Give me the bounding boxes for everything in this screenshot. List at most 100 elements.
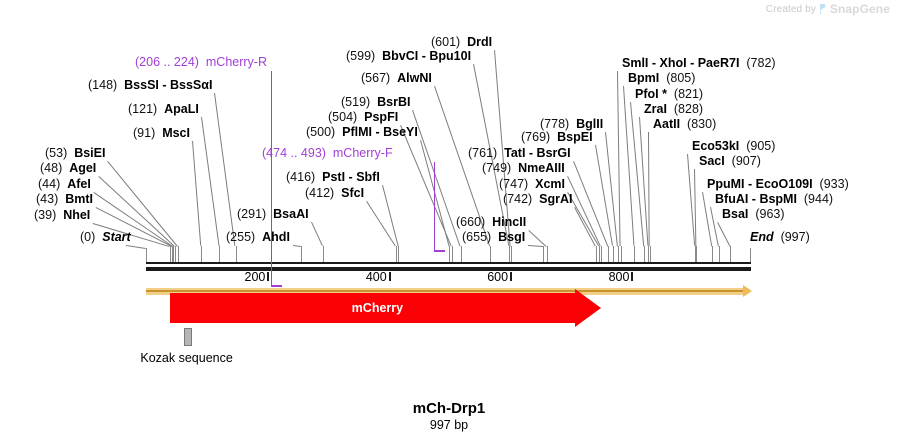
enzyme-cut-mark [596, 246, 598, 262]
enzyme-label: (48) AgeI [40, 161, 97, 175]
enzyme-label: (148) BssSI - BssSαI [88, 78, 213, 92]
kozak-feature-label: Kozak sequence [140, 351, 233, 365]
enzyme-cut-mark [600, 246, 602, 262]
enzyme-label: (747) XcmI [499, 177, 566, 191]
snapgene-watermark: Created by SnapGene [766, 2, 890, 16]
enzyme-label: (121) ApaLI [128, 102, 199, 116]
page-title: mCh-Drp1 [412, 400, 486, 417]
axis-tick-label: 800 [608, 270, 630, 284]
enzyme-cut-mark [648, 246, 650, 262]
enzyme-label: (91) MscI [133, 126, 190, 140]
primer-label: (474 .. 493) mCherry-F [262, 146, 393, 160]
enzyme-label: (742) SgrAI [503, 192, 573, 206]
enzyme-cut-mark [398, 246, 400, 262]
enzyme-label: Eco53kI (905) [692, 139, 776, 153]
enzyme-label: BsaI (963) [722, 207, 785, 221]
enzyme-cut-mark [607, 246, 609, 262]
primer-label: (206 .. 224) mCherry-R [135, 55, 267, 69]
axis-tick [510, 272, 513, 281]
axis-tick [267, 272, 270, 281]
enzyme-cut-mark [730, 246, 732, 262]
enzyme-label: (504) PspFI [328, 110, 399, 124]
enzyme-cut-mark [695, 246, 697, 262]
axis-tick [631, 272, 634, 281]
enzyme-label: (53) BsiEI [45, 146, 106, 160]
enzyme-cut-mark [620, 246, 622, 262]
enzyme-cut-mark [219, 246, 221, 262]
enzyme-label: PpuMI - EcoO109I (933) [707, 177, 849, 191]
enzyme-cut-mark [169, 246, 171, 262]
enzyme-label: BfuAI - BspMI (944) [715, 192, 834, 206]
endpoint-label-start: (0) Start [80, 230, 131, 244]
enzyme-label: (778) BglII [540, 117, 604, 131]
enzyme-label: (500) PflMI - BseYI [306, 125, 418, 139]
backbone-line-bottom [146, 267, 751, 271]
primer-arrow [433, 250, 446, 252]
gene-arrow-label: mCherry [351, 301, 404, 315]
enzyme-label: (39) NheI [34, 208, 91, 222]
enzyme-cut-mark [634, 246, 636, 262]
enzyme-label: (416) PstI - SbfI [286, 170, 380, 184]
origin-arrow-line [146, 290, 743, 292]
backbone-end-cap [750, 248, 751, 262]
axis-tick-label: 600 [487, 270, 509, 284]
enzyme-cut-mark [712, 246, 714, 262]
enzyme-label: AatII (830) [653, 117, 717, 131]
enzyme-label: (291) BsaAI [237, 207, 309, 221]
enzyme-label: (255) AhdI [226, 230, 290, 244]
origin-arrow-head [743, 285, 752, 297]
snapgene-logo-icon [819, 4, 826, 14]
enzyme-label: (567) AlwNI [361, 71, 432, 85]
enzyme-label: (599) BbvCI - Bpu10I [346, 49, 472, 63]
enzyme-cut-mark [546, 246, 548, 262]
enzyme-cut-mark [322, 246, 324, 262]
enzyme-cut-mark [235, 246, 237, 262]
enzyme-cut-mark [449, 246, 451, 262]
primer-stem [271, 71, 272, 286]
enzyme-cut-mark [460, 246, 462, 262]
enzyme-label: (761) TatI - BsrGI [468, 146, 571, 160]
endpoint-label-end: End (997) [750, 230, 810, 244]
enzyme-cut-mark [490, 246, 492, 262]
enzyme-cut-mark [300, 246, 302, 262]
enzyme-label: (749) NmeAIII [482, 161, 565, 175]
enzyme-label: (519) BsrBI [341, 95, 411, 109]
enzyme-cut-mark [172, 246, 174, 262]
enzyme-label: SmlI - XhoI - PaeR7I (782) [622, 56, 776, 70]
watermark-brand: SnapGene [829, 2, 890, 16]
backbone-start-cap [146, 248, 147, 262]
enzyme-cut-mark [543, 246, 545, 262]
enzyme-cut-mark [618, 246, 620, 262]
gene-arrow-body[interactable] [169, 293, 576, 323]
enzyme-cut-mark [644, 246, 646, 262]
enzyme-label: (769) BspEI [521, 130, 593, 144]
watermark-prefix: Created by [765, 3, 816, 15]
backbone-line-top [146, 262, 751, 264]
enzyme-label: (601) DrdI [431, 35, 493, 49]
enzyme-cut-mark [649, 246, 651, 262]
axis-tick [388, 272, 391, 281]
enzyme-cut-mark [172, 246, 174, 262]
primer-arrow [271, 285, 282, 287]
gene-arrow-head[interactable] [575, 289, 602, 327]
enzyme-label: PfoI * (821) [635, 87, 704, 101]
enzyme-label: (412) SfcI [305, 186, 365, 200]
enzyme-cut-mark [612, 246, 614, 262]
kozak-feature-box[interactable] [183, 328, 192, 346]
enzyme-label: (43) BmtI [36, 192, 93, 206]
enzyme-cut-mark [509, 246, 511, 262]
enzyme-cut-mark [396, 246, 397, 262]
enzyme-cut-mark [451, 246, 453, 262]
enzyme-cut-mark [599, 246, 601, 262]
enzyme-label: BpmI (805) [628, 71, 696, 85]
axis-tick-label: 400 [365, 270, 387, 284]
enzyme-cut-mark [175, 246, 177, 262]
enzyme-label: ZraI (828) [644, 102, 704, 116]
page-subtitle: 997 bp [429, 418, 469, 432]
enzyme-cut-mark [696, 246, 698, 262]
enzyme-label: SacI (907) [699, 154, 761, 168]
primer-stem [433, 162, 435, 252]
enzyme-cut-mark [718, 246, 720, 262]
enzyme-label: (660) HincII [456, 215, 527, 229]
axis-tick-label: 200 [244, 270, 266, 284]
